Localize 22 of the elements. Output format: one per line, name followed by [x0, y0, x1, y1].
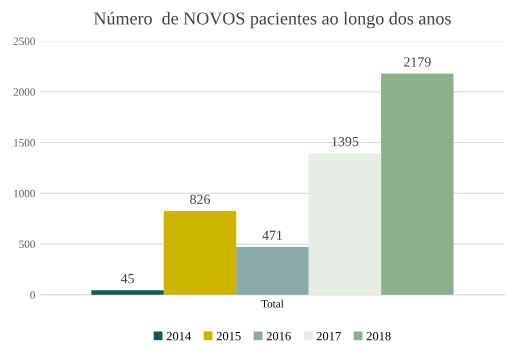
y-tick-label: 0 — [30, 291, 35, 299]
x-tick-label: Total — [261, 300, 284, 308]
data-label: 2179 — [404, 57, 431, 67]
y-tick-label: 500 — [19, 240, 35, 248]
legend-label: 2017 — [316, 332, 341, 340]
legend-label: 2014 — [166, 332, 192, 340]
y-tick-label: 2000 — [14, 88, 35, 96]
bar — [164, 210, 236, 295]
data-label: 826 — [190, 194, 210, 204]
data-label: 1395 — [332, 136, 358, 146]
y-tick-label: 1500 — [14, 139, 35, 147]
legend-label: 2016 — [266, 332, 291, 340]
data-label: 471 — [262, 230, 282, 240]
legend-label: 2015 — [216, 332, 241, 340]
y-tick-label: 2500 — [14, 38, 35, 46]
bar — [381, 74, 454, 295]
data-label: 45 — [120, 274, 134, 284]
bar — [308, 153, 382, 295]
chart-title: Número de NOVOS pacientes ao longo dos anos — [94, 12, 451, 28]
y-tick-label: 1000 — [14, 190, 35, 198]
legend-label: 2018 — [366, 332, 391, 340]
bar — [236, 247, 309, 295]
